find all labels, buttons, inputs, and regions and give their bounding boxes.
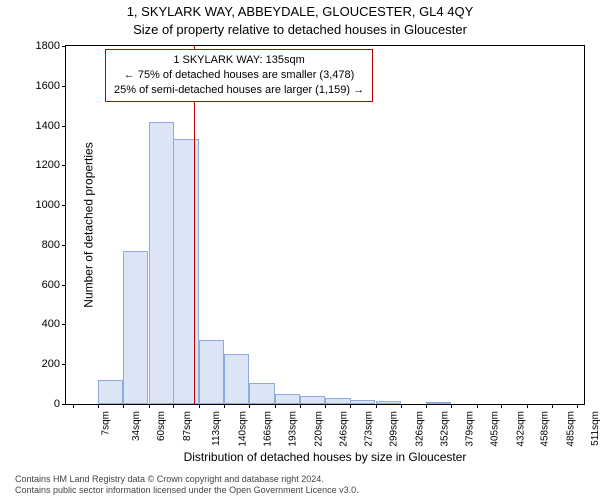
xtick-label: 299sqm [389, 411, 400, 447]
xtick-mark [401, 404, 402, 408]
ytick-mark [62, 86, 66, 87]
ytick-label: 0 [20, 398, 60, 410]
annotation-line3: 25% of semi-detached houses are larger (… [114, 83, 364, 98]
xtick-label: 432sqm [515, 411, 526, 447]
xtick-label: 511sqm [590, 411, 600, 446]
xtick-label: 485sqm [566, 411, 577, 447]
histogram-bar [325, 398, 350, 404]
footer-line1: Contains HM Land Registry data © Crown c… [15, 474, 359, 485]
xtick-mark [123, 404, 124, 408]
ytick-label: 1600 [20, 80, 60, 92]
histogram-bar [224, 354, 249, 404]
xtick-label: 113sqm [211, 411, 222, 446]
footer-attribution: Contains HM Land Registry data © Crown c… [15, 474, 359, 496]
xtick-label: 405sqm [490, 411, 501, 447]
ytick-label: 800 [20, 239, 60, 251]
chart-title-line2: Size of property relative to detached ho… [0, 22, 600, 37]
xtick-mark [73, 404, 74, 408]
xtick-mark [173, 404, 174, 408]
annotation-line1: 1 SKYLARK WAY: 135sqm [114, 53, 364, 68]
xtick-mark [249, 404, 250, 408]
ytick-mark [62, 285, 66, 286]
annotation-line2: ← 75% of detached houses are smaller (3,… [114, 68, 364, 83]
xtick-label: 87sqm [182, 411, 193, 441]
xtick-label: 140sqm [238, 411, 249, 447]
xtick-label: 60sqm [156, 411, 167, 441]
histogram-bar [300, 396, 325, 404]
chart-container: 1, SKYLARK WAY, ABBEYDALE, GLOUCESTER, G… [0, 0, 600, 500]
xtick-mark [501, 404, 502, 408]
xtick-label: 246sqm [338, 411, 349, 447]
xtick-label: 326sqm [414, 411, 425, 447]
xtick-mark [275, 404, 276, 408]
xtick-label: 352sqm [439, 411, 450, 447]
ytick-label: 400 [20, 318, 60, 330]
xtick-mark [552, 404, 553, 408]
xtick-label: 7sqm [100, 411, 111, 435]
ytick-mark [62, 165, 66, 166]
histogram-bar [426, 402, 451, 404]
xtick-label: 379sqm [465, 411, 476, 447]
ytick-mark [62, 245, 66, 246]
histogram-bar [123, 251, 148, 404]
xtick-label: 166sqm [262, 411, 273, 447]
histogram-bar [199, 340, 224, 404]
ytick-label: 1000 [20, 199, 60, 211]
ytick-label: 1200 [20, 159, 60, 171]
ytick-label: 1800 [20, 40, 60, 52]
xtick-mark [527, 404, 528, 408]
xtick-mark [376, 404, 377, 408]
histogram-bar [350, 400, 375, 404]
xtick-mark [149, 404, 150, 408]
histogram-bar [149, 122, 174, 404]
xtick-mark [426, 404, 427, 408]
xtick-mark [325, 404, 326, 408]
chart-title-line1: 1, SKYLARK WAY, ABBEYDALE, GLOUCESTER, G… [0, 4, 600, 19]
ytick-label: 600 [20, 279, 60, 291]
histogram-bar [376, 401, 401, 404]
footer-line2: Contains public sector information licen… [15, 485, 359, 496]
xtick-label: 220sqm [314, 411, 325, 447]
x-axis-label: Distribution of detached houses by size … [65, 450, 585, 464]
xtick-mark [98, 404, 99, 408]
ytick-label: 200 [20, 358, 60, 370]
ytick-mark [62, 324, 66, 325]
xtick-mark [199, 404, 200, 408]
ytick-mark [62, 46, 66, 47]
xtick-mark [350, 404, 351, 408]
histogram-bar [249, 383, 274, 404]
xtick-label: 458sqm [540, 411, 551, 447]
histogram-bar [275, 394, 300, 404]
xtick-label: 273sqm [364, 411, 375, 447]
ytick-mark [62, 364, 66, 365]
xtick-label: 193sqm [288, 411, 299, 447]
histogram-bar [98, 380, 123, 404]
xtick-label: 34sqm [131, 411, 142, 441]
annotation-box: 1 SKYLARK WAY: 135sqm← 75% of detached h… [105, 49, 373, 102]
ytick-mark [62, 205, 66, 206]
ytick-mark [62, 404, 66, 405]
ytick-mark [62, 126, 66, 127]
xtick-mark [577, 404, 578, 408]
xtick-mark [300, 404, 301, 408]
xtick-mark [224, 404, 225, 408]
xtick-mark [451, 404, 452, 408]
xtick-mark [477, 404, 478, 408]
ytick-label: 1400 [20, 120, 60, 132]
